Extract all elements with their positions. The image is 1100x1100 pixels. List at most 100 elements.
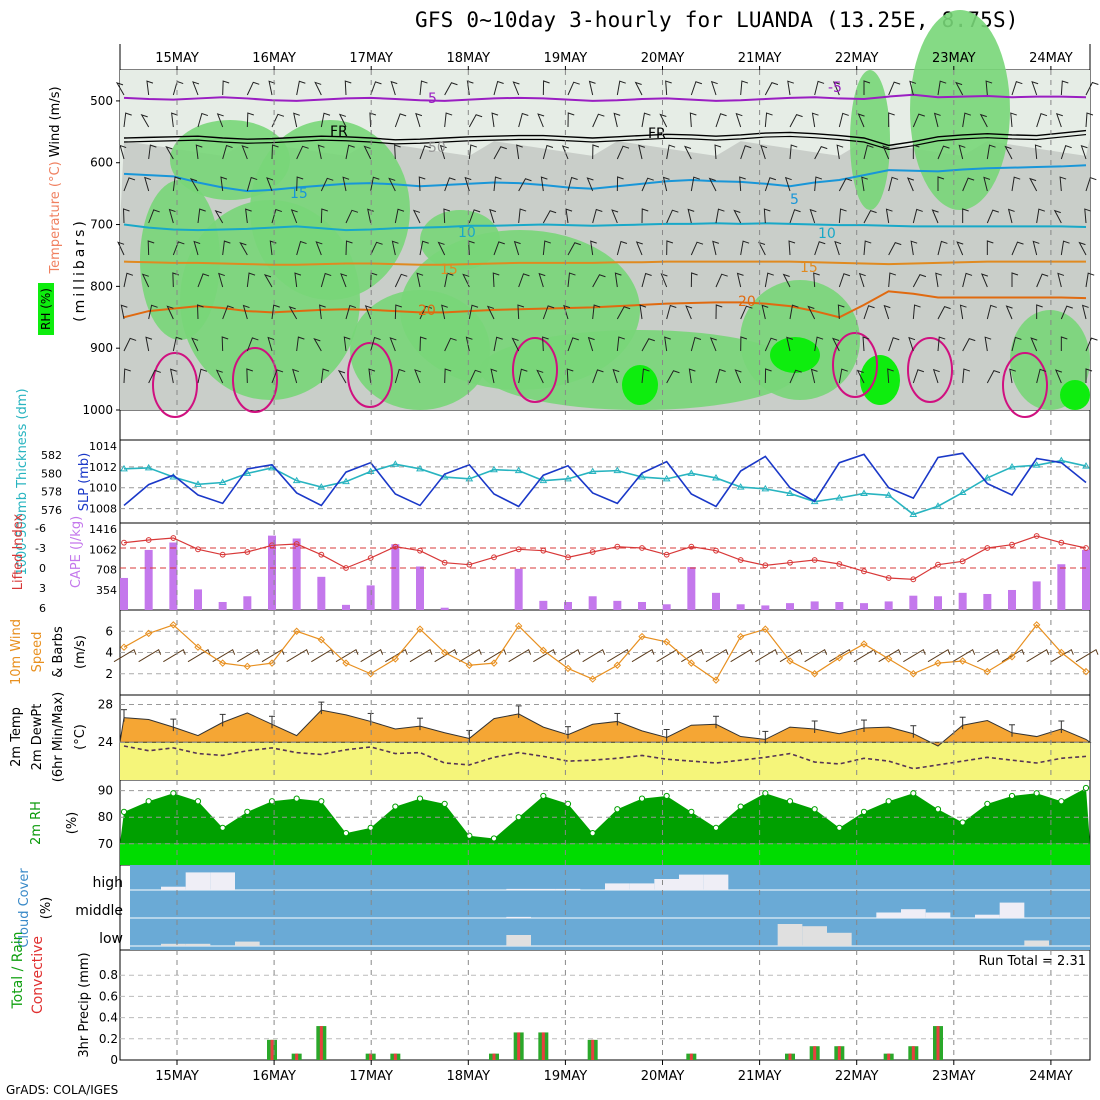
li-point [1083, 545, 1089, 551]
wind-barb [734, 369, 742, 384]
precip-ylabel-unit: 3hr Precip (mm) [77, 952, 92, 1057]
cloud-panel [130, 865, 1090, 950]
wind-barb [592, 113, 605, 128]
thickness-point [120, 464, 128, 472]
wind-barb [319, 304, 326, 320]
wind-barb [1085, 368, 1093, 383]
wind-barb [123, 368, 131, 384]
temp-contour-10 [123, 222, 1087, 232]
cape-bar [514, 568, 523, 610]
cape-bar [366, 585, 375, 610]
cloud-bar-high [703, 874, 729, 890]
wind-barb [296, 145, 309, 160]
wind-barb [518, 112, 529, 128]
temp-contour-25 [347, 342, 393, 408]
wind10-point [835, 654, 844, 662]
wind-barb [148, 369, 161, 384]
wind-barb [733, 209, 742, 224]
wind-barb [712, 240, 720, 256]
wind-barb [858, 272, 866, 288]
cloud-bar-middle [901, 909, 926, 918]
slp-ytick: 1010 [89, 482, 117, 495]
wind-barb [439, 144, 447, 160]
wind-barb [662, 176, 670, 192]
rh2m-point [170, 790, 177, 797]
wind-barb [412, 209, 421, 224]
wind-barb [290, 209, 298, 224]
li-ylabel: Lifted Index [11, 513, 26, 590]
li-point [713, 547, 719, 554]
wind-barb [789, 304, 799, 320]
wind-barb [117, 241, 125, 256]
wind10-panel [113, 621, 1099, 684]
wind-barb [171, 112, 178, 128]
wind-barb [1010, 112, 1017, 128]
wind10-ytick: 6 [105, 624, 113, 638]
wind-barb [464, 176, 472, 192]
wind-barb [1036, 208, 1046, 224]
upper-air-ytick: 1000 [82, 403, 113, 417]
precip-conv-bar [270, 1039, 274, 1060]
wind-barb [616, 306, 631, 320]
wind-barb [141, 273, 150, 288]
wind-barb [937, 240, 948, 256]
wind-barb [263, 273, 273, 288]
li-point [515, 546, 522, 553]
rh2m-point [885, 798, 892, 805]
date-label-bottom: 23MAY [932, 1069, 976, 1084]
wind-barb [468, 304, 479, 320]
wind-barb [885, 208, 893, 224]
wind-barb [337, 369, 347, 384]
wind10-barb [681, 648, 704, 663]
cape-bar [958, 592, 967, 610]
wind-barb [444, 82, 458, 96]
wind-barb [1005, 305, 1013, 320]
wind-barb [935, 272, 942, 288]
cloud-bar-low [802, 926, 827, 946]
wind10-ytick: 4 [105, 646, 113, 660]
wind-barb [1034, 144, 1042, 160]
date-label-top: 21MAY [738, 51, 782, 66]
thickness-point [884, 491, 893, 498]
rh2m-point [1058, 798, 1065, 805]
thickness-ytick: 578 [41, 486, 62, 499]
wind-barb [292, 368, 299, 384]
date-label-bottom: 21MAY [738, 1069, 782, 1084]
cape-ylabel: CAPE (J/kg) [69, 516, 84, 588]
wind-barb [320, 208, 328, 224]
cape-bar [1082, 549, 1090, 610]
wind10-barb [656, 648, 680, 663]
rh2m-point [367, 824, 374, 831]
wind-barb [246, 272, 256, 288]
li-point [787, 559, 793, 566]
rh-green-area [140, 180, 220, 340]
wind10-barb [631, 648, 655, 663]
wind-barb [937, 306, 951, 320]
rh2m-point [515, 814, 522, 821]
wind-barb [567, 272, 576, 288]
wind-barb [739, 176, 746, 192]
rh2m-point [1033, 790, 1040, 797]
wind-barb [542, 305, 555, 320]
wind-barb [123, 272, 134, 288]
wind-barb [685, 305, 693, 320]
li-point [639, 545, 645, 551]
wind-barb [986, 304, 997, 320]
wind-barb [313, 337, 322, 352]
wind-barb [172, 176, 182, 192]
wind-barb [838, 208, 847, 224]
li-point [811, 557, 818, 563]
wind-barb [856, 369, 865, 384]
temp-contour-25 [832, 332, 878, 398]
cape-bar [1057, 564, 1066, 610]
contour-label: 15 [290, 186, 308, 202]
wind-barb [986, 209, 999, 224]
cape-ytick: 1416 [89, 523, 117, 536]
wind-barb [394, 273, 408, 288]
cape-panel [120, 533, 1090, 610]
wind-barb [1011, 176, 1021, 192]
wind-barb [320, 177, 334, 192]
wind-barb [909, 80, 917, 96]
wind-barb [119, 144, 127, 160]
precip-conv-bar [911, 1046, 915, 1060]
